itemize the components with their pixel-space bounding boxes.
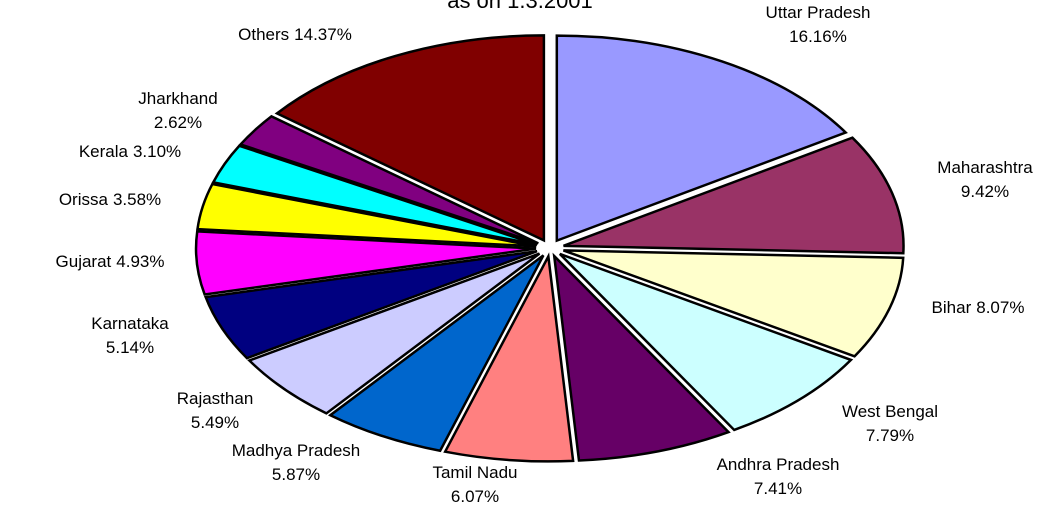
pie-slice [247,252,541,415]
slice-value-label: 7.41% [754,479,802,498]
slice-label-group: Bihar 8.07% [932,298,1025,317]
slice-label: Jharkhand [138,89,217,108]
pie-slice [274,34,546,243]
slice-label: Karnataka [91,314,169,333]
slice-label: Maharashtra [937,158,1033,177]
slice-value-label: 5.14% [106,338,154,357]
slice-label: Bihar [932,298,972,317]
slice-value-label: 2.62% [154,113,202,132]
slice-label: Tamil Nadu [432,463,517,482]
chart-title: as on 1.3.2001 [447,0,593,13]
slice-value-label: 6.07% [451,487,499,506]
pie-slice [552,252,731,462]
slice-label-group: Kerala 3.10% [79,142,181,161]
pie-slice [443,252,575,463]
pie-slice [203,249,538,360]
slice-label-group: Others 14.37% [238,25,352,44]
slice-value-label: 3.10% [133,142,181,161]
slice-value-label: 9.42% [961,182,1009,201]
slice-value-label: 14.37% [294,25,352,44]
pie-slice [211,144,538,246]
slice-label: Rajasthan [177,389,254,408]
slice-value-label: 4.93% [116,252,164,271]
slice-label: Kerala [79,142,129,161]
slice-label: Others [238,25,289,44]
pie-slice [562,249,905,358]
pie-slice [196,182,537,248]
slice-value-label: 7.79% [866,426,914,445]
slice-label: Uttar Pradesh [766,3,871,22]
slice-label: Madhya Pradesh [232,441,361,460]
slice-value-label: 3.58% [113,190,161,209]
pie-slice [555,34,848,243]
pie-slice [327,254,545,453]
pie-slice [558,252,854,432]
pie-slice [563,136,905,255]
slice-label: Gujarat [56,252,112,271]
slice-value-label: 8.07% [976,298,1024,317]
slice-label-group: Orissa 3.58% [59,190,161,209]
slice-label: Andhra Pradesh [717,455,840,474]
pie-slice [238,114,539,245]
slice-value-label: 5.87% [272,465,320,484]
slice-value-label: 5.49% [191,413,239,432]
pie-slice [194,230,537,296]
slice-label: West Bengal [842,402,938,421]
slice-label-group: Gujarat 4.93% [56,252,165,271]
slice-value-label: 16.16% [789,27,847,46]
slice-label: Orissa [59,190,109,209]
